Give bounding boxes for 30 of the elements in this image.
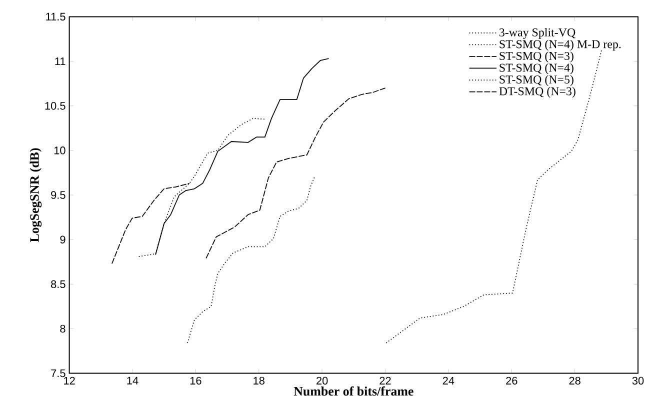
legend-label: ST-SMQ (N=4) M-D rep. — [500, 40, 621, 51]
y-tick-label: 8 — [60, 324, 66, 333]
y-tick-label: 11.5 — [46, 12, 66, 21]
legend-label: DT-SMQ (N=3) — [499, 86, 576, 98]
x-tick-label: 26 — [506, 376, 518, 385]
line-series — [187, 176, 316, 344]
x-tick-label: 20 — [316, 376, 328, 385]
line-series — [206, 88, 386, 259]
y-tick-label: 9.5 — [51, 191, 66, 199]
y-tick-label: 7.5 — [51, 369, 66, 378]
y-axis-title: LogSegSNR (dB) — [30, 148, 42, 242]
y-tick-label: 10 — [54, 146, 66, 154]
line-series — [386, 49, 602, 344]
x-tick-label: 12 — [64, 376, 75, 384]
x-tick-label: 18 — [254, 376, 264, 385]
x-tick-label: 28 — [569, 376, 580, 385]
x-axis-title: Number of bits/frame — [294, 386, 414, 396]
y-tick-label: 11 — [55, 58, 66, 66]
legend-label: ST-SMQ (N=4) — [500, 63, 574, 74]
y-tick-label: 8.5 — [51, 280, 66, 288]
x-tick-label: 24 — [442, 376, 454, 384]
x-tick-label: 30 — [632, 376, 644, 385]
legend-label: ST-SMQ (N=3) — [500, 52, 574, 62]
y-tick-label: 9 — [60, 236, 66, 244]
legend-label: 3-way Split-VQ — [499, 28, 576, 39]
x-tick-label: 14 — [127, 376, 138, 384]
y-tick-label: 10.5 — [45, 102, 66, 110]
x-tick-label: 16 — [190, 376, 202, 385]
x-tick-label: 22 — [380, 376, 391, 384]
legend-label: ST-SMQ (N=5) — [500, 75, 574, 86]
